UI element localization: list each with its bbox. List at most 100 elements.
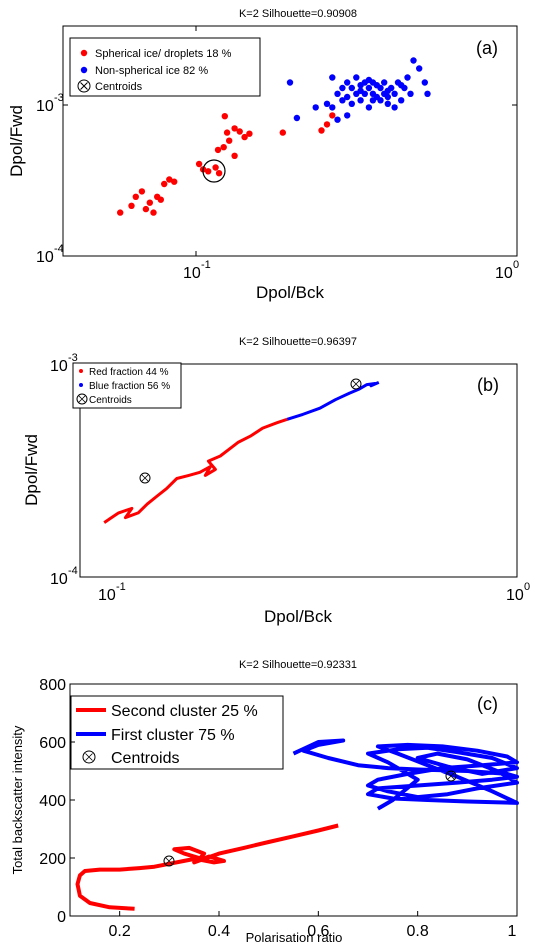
panel-a-xlabel: Dpol/Bck [256,283,325,302]
blue-point [293,114,301,122]
red-point [220,144,227,151]
panel-a-ytick-base-1: 10 [36,98,54,115]
panel-b: K=2 Silhouette=0.96397 Red fraction 44 %… [22,336,530,626]
y-tick-label: 600 [39,735,66,752]
blue-point [391,104,398,111]
blue-point [369,97,377,104]
blue-point [416,65,423,72]
red-point [157,196,164,203]
blue-point [398,97,405,104]
red-point [132,193,139,200]
red-point [146,199,153,206]
panel-a-legend [69,37,261,97]
centroid-circle-red [202,159,226,183]
centroid-cross-icon [165,857,173,865]
blue-point [377,84,384,92]
panel-c-legend [70,695,284,770]
panel-b-legend [72,362,182,409]
second-cluster-line [75,823,339,911]
red-point [226,137,233,144]
blue-point [329,104,336,111]
legend-centroid-icon [82,750,96,764]
blue-point [334,90,341,98]
blue-point [348,100,355,108]
panel-b-ytick-base-1: 10 [50,358,68,375]
panel-c-ticks: 0.2 0.4 0.6 0.8 1 0 200 400 600 800 [39,677,518,940]
first-cluster-line [292,738,519,811]
panel-a-xtick-exp-1: 0 [513,259,519,271]
panel-a-data-marks [117,57,431,216]
blue-point [344,93,351,101]
blue-point [377,97,384,104]
blue-point [357,87,364,95]
red-point [138,188,146,195]
red-point [318,127,325,134]
panel-a-tick-marks [63,26,517,256]
legend-item-centroids: Centroids [111,750,179,767]
panel-c-ylabel: Total backscatter intensity [10,725,25,874]
blue-point [381,79,388,86]
legend-centroid-cross-icon [80,82,88,90]
red-point [323,121,331,128]
blue-point [334,116,341,123]
panel-b-xtick-exp-1: 0 [524,581,530,593]
x-tick-label: 0.2 [109,923,131,940]
panel-a-xtick-exp-0: -1 [201,259,211,271]
panel-b-ylabel: Dpol/Fwd [22,434,41,506]
blue-point [365,104,373,111]
red-point [231,152,238,159]
blue-point [348,84,355,92]
panel-a-xtick-base-0: 10 [183,265,201,282]
panel-b-xtick-base-0: 10 [98,587,116,604]
red-point [195,160,203,168]
x-tick-label: 0.8 [407,923,429,940]
red-point [279,129,286,136]
panel-c-data-marks [75,738,519,911]
panel-b-ytick-exp-0: -4 [68,565,78,577]
centroid-cross-icon [352,380,360,388]
red-point [246,130,253,137]
blue-point [339,84,346,92]
legend-centroid-cross-icon [78,395,86,403]
panel-c-title: K=2 Silhouette=0.92331 [239,659,357,671]
panel-b-xlabel: Dpol/Bck [264,607,333,626]
blue-point [323,100,331,108]
red-point [205,168,212,175]
red-point [329,112,336,119]
legend-item-spherical: Spherical ice/ droplets 18 % [95,48,232,60]
legend-item-nonspherical: Non-spherical ice 82 % [95,65,208,77]
legend-centroid-icon [77,79,91,93]
legend-item-blue-fraction: Blue fraction 56 % [89,381,170,392]
blue-point [344,79,351,86]
panel-c-xlabel: Polarisation ratio [246,930,343,943]
red-fraction-line [103,417,288,524]
blue-point [365,76,373,84]
x-tick-label: 0.4 [208,923,230,940]
panel-b-xtick-exp-0: -1 [116,581,126,593]
legend-item-second-cluster: Second cluster 25 % [111,703,258,720]
panel-c-centroid-marks [163,770,457,867]
panel-a: K=2 Silhouette=0.90908 Spherical ice/ dr… [7,8,519,302]
blue-point [384,100,391,108]
centroid-cross-icon [447,772,455,780]
red-point [214,146,222,154]
y-tick-label: 0 [57,909,66,926]
y-tick-label: 400 [39,793,66,810]
panel-b-centroid-marks [139,378,362,484]
panel-b-ytick-base-0: 10 [50,571,68,588]
red-point [171,178,178,185]
blue-point [410,57,417,64]
panel-a-ytick-exp-0: -4 [54,243,64,255]
blue-point [339,97,346,104]
panel-a-xtick-base-1: 10 [495,265,513,282]
blue-point [398,82,405,89]
red-point [223,129,231,136]
blue-point [312,104,319,111]
legend-centroid-icon [76,393,88,405]
blue-point [421,79,428,86]
red-point [142,205,150,213]
panel-c: K=2 Silhouette=0.92331 Second cluster 25… [10,659,519,943]
centroid-circle-red [163,855,175,867]
centroid-circle-red [139,472,151,484]
red-point [221,113,228,120]
